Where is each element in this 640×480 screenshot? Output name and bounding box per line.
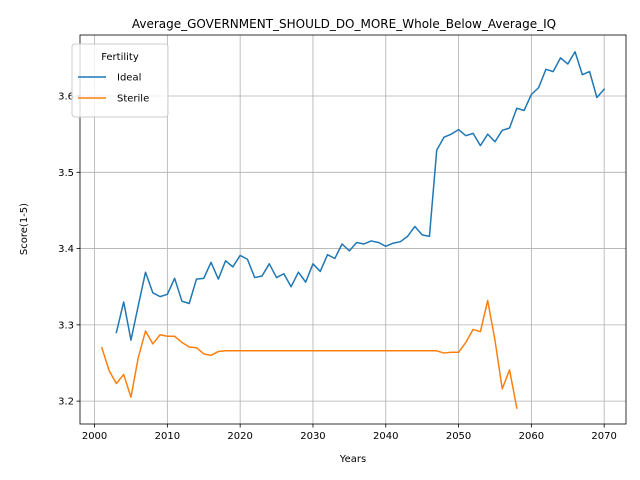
legend-title: Fertility: [101, 52, 139, 63]
x-tick-label: 2040: [373, 431, 398, 442]
x-tick-label: 2000: [82, 431, 107, 442]
y-tick-label: 3.3: [58, 320, 74, 331]
plot-frame: [79, 34, 627, 425]
legend: Fertility Ideal Sterile: [71, 43, 169, 118]
x-tick-label: 2070: [591, 431, 616, 442]
series-line-sterile: [100, 299, 518, 409]
grid-lines: [80, 35, 626, 424]
y-axis: 3.2 3.3 3.4 3.5 3.6: [58, 92, 80, 408]
x-tick-label: 2020: [227, 431, 252, 442]
y-tick-label: 3.6: [58, 92, 74, 103]
x-tick-label: 2060: [519, 431, 544, 442]
x-tick-label: 2010: [155, 431, 180, 442]
y-tick-label: 3.4: [58, 244, 74, 255]
y-tick-label: 3.5: [58, 168, 74, 179]
series-line-ideal: [115, 51, 606, 341]
x-axis-label: Years: [339, 454, 366, 465]
y-tick-label: 3.2: [58, 397, 74, 408]
x-tick-label: 2050: [446, 431, 471, 442]
legend-items: Ideal Sterile: [78, 73, 149, 105]
chart-title: Average_GOVERNMENT_SHOULD_DO_MORE_Whole_…: [132, 17, 556, 31]
y-axis-label: Score(1-5): [19, 203, 30, 255]
legend-label-sterile: Sterile: [117, 94, 149, 105]
x-tick-label: 2030: [300, 431, 325, 442]
series-layer: [100, 51, 606, 409]
x-axis: 2000 2010 2020 2030 2040 2050 2060 2070: [82, 424, 617, 442]
legend-label-ideal: Ideal: [117, 73, 141, 84]
